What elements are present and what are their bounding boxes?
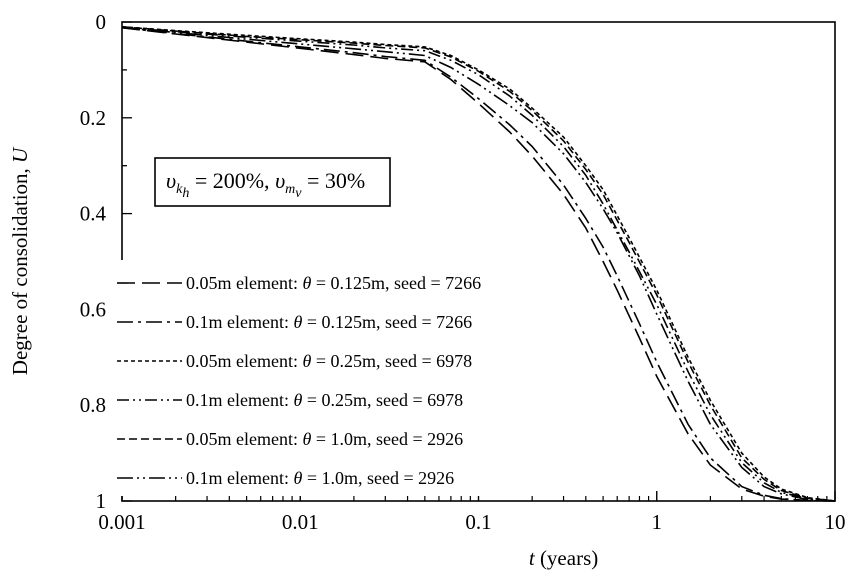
y-tick-label: 0.6 [80, 297, 106, 321]
x-axis-title-rest: (years) [535, 546, 599, 570]
x-axis-title-var: t [529, 546, 536, 570]
annot-end: = 30% [302, 168, 366, 193]
y-tick-label: 0.8 [80, 393, 106, 417]
legend-label-2: 0.1m element: θ = 0.125m, seed = 7266 [186, 312, 472, 332]
series-line-2 [121, 26, 836, 502]
parameter-annotation-box [154, 157, 391, 207]
y-tick-label: 0.4 [80, 202, 107, 226]
series-line-3 [121, 26, 836, 502]
parameter-annotation-text: υkh = 200%, υmv = 30% [166, 168, 365, 201]
legend-label-5: 0.05m element: θ = 1.0m, seed = 2926 [186, 429, 463, 449]
x-tick-label: 10 [825, 510, 846, 534]
y-tick-label: 1 [96, 489, 107, 513]
parameter-annotation: υkh = 200%, υmv = 30% [154, 157, 391, 207]
legend: 0.05m element: θ = 0.125m, seed = 7266 0.… [112, 260, 592, 496]
x-tick-label: 0.01 [282, 510, 319, 534]
series-line-5 [121, 26, 836, 502]
x-axis-title: t (years) [529, 546, 598, 570]
y-axis-title: Degree of consolidation, U [8, 146, 32, 375]
series-line-4 [121, 26, 836, 502]
legend-background [112, 260, 592, 496]
axis-tick-labels: 0.001 0.01 0.1 1 10 0 0.2 0.4 0.6 0.8 1 [80, 10, 846, 534]
legend-label-1: 0.05m element: θ = 0.125m, seed = 7266 [186, 273, 481, 293]
x-tick-label: 0.1 [465, 510, 491, 534]
legend-label-4: 0.1m element: θ = 0.25m, seed = 6978 [186, 390, 463, 410]
y-tick-label: 0.2 [80, 106, 106, 130]
y-axis-title-var: U [8, 146, 32, 163]
annot-sub2: m [285, 182, 295, 197]
legend-label-6: 0.1m element: θ = 1.0m, seed = 2926 [186, 468, 454, 488]
annot-sub2-sub: v [295, 186, 302, 201]
annot-v2: υ [275, 168, 285, 193]
x-tick-label: 0.001 [98, 510, 145, 534]
y-tick-label: 0 [96, 10, 107, 34]
series-line-1 [121, 26, 836, 502]
x-tick-label: 1 [652, 510, 663, 534]
legend-label-3: 0.05m element: θ = 0.25m, seed = 6978 [186, 351, 472, 371]
annot-sub1-sub: h [182, 186, 189, 201]
y-axis-title-text: Degree of consolidation, [8, 163, 32, 375]
annot-mid: = 200%, [189, 168, 275, 193]
series-layer [121, 26, 836, 502]
annot-sub1: k [176, 182, 183, 197]
annot-v1: υ [166, 168, 176, 193]
series-line-6 [121, 26, 836, 502]
